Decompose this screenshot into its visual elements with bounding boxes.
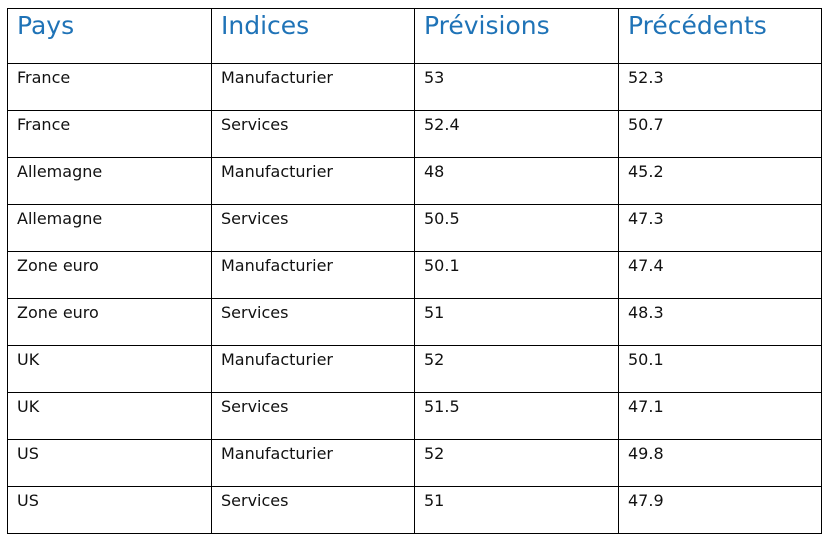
cell-indice: Manufacturier (211, 251, 415, 299)
cell-precedent: 52.3 (618, 63, 822, 111)
cell-indice: Manufacturier (211, 439, 415, 487)
cell-pays: Zone euro (7, 298, 212, 346)
cell-indice: Manufacturier (211, 345, 415, 393)
cell-indice: Manufacturier (211, 63, 415, 111)
cell-precedent: 47.3 (618, 204, 822, 252)
cell-prevision: 52.4 (414, 110, 619, 158)
header-precedents: Précédents (618, 8, 822, 64)
header-pays: Pays (7, 8, 212, 64)
cell-indice: Services (211, 110, 415, 158)
table-header: Pays Indices Prévisions Précédents (7, 8, 822, 64)
cell-precedent: 47.4 (618, 251, 822, 299)
header-indices: Indices (211, 8, 415, 64)
table-container: Pays Indices Prévisions Précédents Franc… (7, 8, 822, 534)
cell-indice: Services (211, 486, 415, 534)
header-previsions: Prévisions (414, 8, 619, 64)
table-row: US Services 51 47.9 (7, 486, 822, 534)
cell-pays: France (7, 110, 212, 158)
cell-indice: Services (211, 204, 415, 252)
cell-pays: US (7, 439, 212, 487)
cell-precedent: 49.8 (618, 439, 822, 487)
table-row: France Manufacturier 53 52.3 (7, 63, 822, 111)
table-row: Zone euro Services 51 48.3 (7, 298, 822, 346)
cell-precedent: 47.1 (618, 392, 822, 440)
cell-precedent: 48.3 (618, 298, 822, 346)
cell-pays: US (7, 486, 212, 534)
cell-precedent: 45.2 (618, 157, 822, 205)
cell-prevision: 50.1 (414, 251, 619, 299)
table-row: France Services 52.4 50.7 (7, 110, 822, 158)
cell-precedent: 47.9 (618, 486, 822, 534)
table-row: Allemagne Services 50.5 47.3 (7, 204, 822, 252)
cell-pays: France (7, 63, 212, 111)
cell-pays: UK (7, 345, 212, 393)
cell-indice: Services (211, 392, 415, 440)
cell-prevision: 51 (414, 298, 619, 346)
cell-prevision: 51.5 (414, 392, 619, 440)
cell-prevision: 50.5 (414, 204, 619, 252)
cell-pays: Allemagne (7, 204, 212, 252)
cell-pays: UK (7, 392, 212, 440)
cell-prevision: 51 (414, 486, 619, 534)
cell-pays: Allemagne (7, 157, 212, 205)
cell-pays: Zone euro (7, 251, 212, 299)
cell-prevision: 48 (414, 157, 619, 205)
cell-prevision: 52 (414, 345, 619, 393)
cell-precedent: 50.7 (618, 110, 822, 158)
cell-prevision: 53 (414, 63, 619, 111)
pmi-forecast-table: Pays Indices Prévisions Précédents Franc… (7, 8, 822, 534)
table-row: UK Services 51.5 47.1 (7, 392, 822, 440)
cell-indice: Manufacturier (211, 157, 415, 205)
table-body: France Manufacturier 53 52.3 France Serv… (7, 63, 822, 534)
table-row: Zone euro Manufacturier 50.1 47.4 (7, 251, 822, 299)
table-row: Allemagne Manufacturier 48 45.2 (7, 157, 822, 205)
table-row: US Manufacturier 52 49.8 (7, 439, 822, 487)
cell-prevision: 52 (414, 439, 619, 487)
cell-indice: Services (211, 298, 415, 346)
cell-precedent: 50.1 (618, 345, 822, 393)
table-row: UK Manufacturier 52 50.1 (7, 345, 822, 393)
header-row: Pays Indices Prévisions Précédents (7, 8, 822, 64)
